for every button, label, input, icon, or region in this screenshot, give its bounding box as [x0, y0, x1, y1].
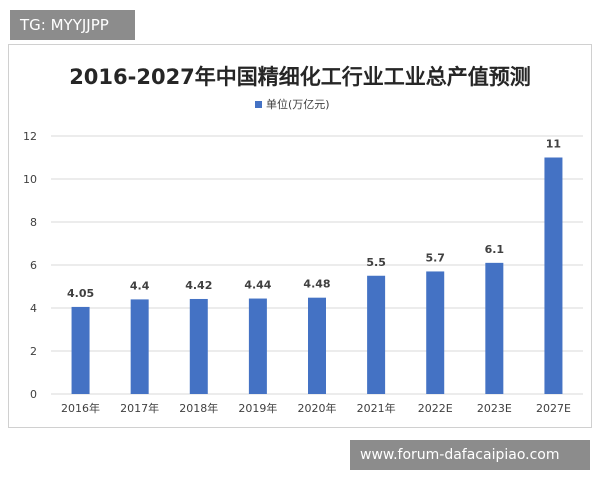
- chart-frame: 2016-2027年中国精细化工行业工业总产值预测 单位(万亿元) 0 2 4 6 8 1…: [8, 44, 592, 428]
- value-label: 4.05: [67, 287, 94, 300]
- x-tick-label: 2016年: [61, 401, 100, 415]
- value-label: 6.1: [485, 243, 505, 256]
- watermark-top-left: TG: MYYJJPP: [10, 10, 135, 40]
- value-labels: 4.05 4.4 4.42 4.44 4.48 5.5 5.7 6.1 11: [67, 138, 561, 300]
- x-tick-label: 2021年: [357, 401, 396, 415]
- x-tick-label: 2019年: [238, 401, 277, 415]
- x-tick-label: 2017年: [120, 401, 159, 415]
- bars: [71, 157, 563, 394]
- value-label: 5.7: [425, 251, 445, 264]
- value-label: 4.4: [130, 279, 150, 292]
- x-tick-label: 2020年: [298, 401, 337, 415]
- value-label: 11: [546, 138, 561, 151]
- x-tick-label: 2027E: [536, 402, 571, 415]
- bar: [426, 271, 445, 394]
- bar-chart: 2016-2027年中国精细化工行业工业总产值预测 单位(万亿元) 0 2 4 6 8 1…: [23, 65, 583, 415]
- x-tick-label: 2018年: [179, 401, 218, 415]
- y-tick-label: 2: [30, 345, 37, 358]
- bar: [248, 298, 267, 394]
- x-tick-label: 2023E: [477, 402, 512, 415]
- bar: [308, 297, 326, 394]
- bar: [130, 299, 149, 394]
- bar: [485, 262, 504, 394]
- y-tick-label: 4: [30, 302, 37, 315]
- value-label: 4.42: [185, 279, 212, 292]
- x-axis-ticks: 2016年 2017年 2018年 2019年 2020年 2021年 2022E 2023E…: [61, 401, 571, 415]
- legend-label: 单位(万亿元): [266, 97, 330, 111]
- bar: [189, 298, 208, 394]
- y-tick-label: 6: [30, 259, 37, 272]
- legend-swatch: [255, 101, 262, 108]
- y-tick-label: 8: [30, 216, 37, 229]
- bar: [367, 275, 386, 394]
- value-label: 4.44: [244, 279, 271, 292]
- y-tick-label: 0: [30, 388, 37, 401]
- chart-title: 2016-2027年中国精细化工行业工业总产值预测: [69, 65, 531, 89]
- bar: [71, 306, 90, 394]
- bar: [544, 157, 563, 394]
- x-tick-label: 2022E: [418, 402, 453, 415]
- value-label: 4.48: [303, 278, 330, 291]
- y-tick-label: 12: [23, 130, 37, 143]
- y-axis-ticks: 0 2 4 6 8 10 12: [23, 130, 37, 401]
- watermark-bottom-right: www.forum-dafacaipiao.com: [350, 440, 590, 470]
- y-tick-label: 10: [23, 173, 37, 186]
- value-label: 5.5: [366, 256, 386, 269]
